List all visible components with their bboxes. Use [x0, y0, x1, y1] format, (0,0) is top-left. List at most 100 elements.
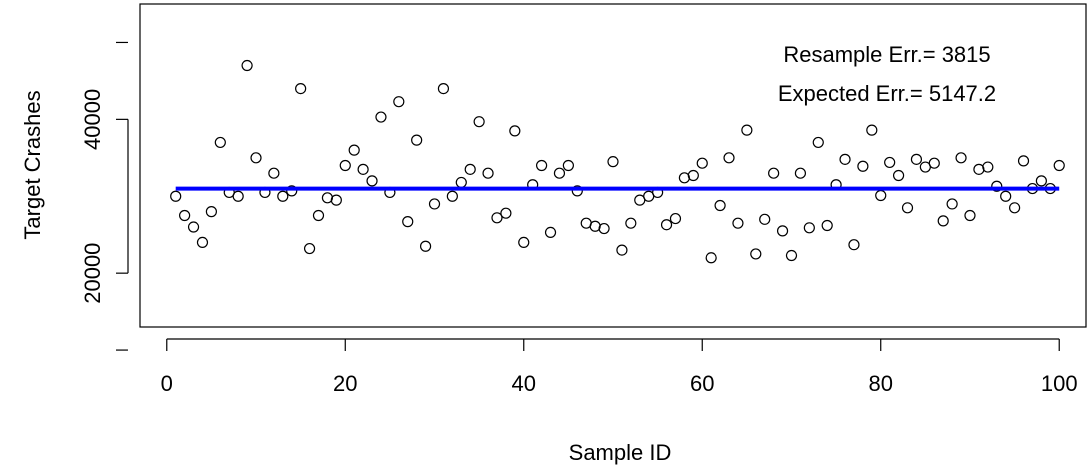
- y-tick-label: 20000: [80, 243, 105, 304]
- data-point: [491, 212, 503, 224]
- data-point: [268, 167, 280, 179]
- plot-frame: [139, 3, 1087, 328]
- data-point: [1000, 190, 1012, 202]
- data-point: [732, 217, 744, 229]
- annotation-resample-err: Resample Err.= 3815: [783, 42, 990, 67]
- data-point: [937, 215, 949, 227]
- data-point: [473, 116, 485, 128]
- data-point: [660, 219, 673, 231]
- x-axis-title: Sample ID: [569, 440, 672, 465]
- data-point: [366, 175, 378, 187]
- data-point: [214, 136, 226, 149]
- data-point: [857, 160, 869, 172]
- data-point: [821, 219, 833, 232]
- x-tick-label: 60: [690, 371, 714, 396]
- data-point: [393, 96, 405, 108]
- data-point: [785, 249, 798, 262]
- data-point: [1009, 202, 1021, 214]
- data-point: [848, 239, 860, 251]
- data-point: [839, 153, 851, 165]
- data-point: [669, 212, 682, 225]
- data-point: [946, 198, 958, 210]
- data-point: [892, 169, 905, 182]
- data-point: [794, 167, 807, 179]
- data-point: [991, 180, 1003, 192]
- data-point: [544, 226, 557, 239]
- data-point: [812, 136, 824, 149]
- data-point: [536, 159, 548, 172]
- data-point: [1017, 155, 1030, 167]
- data-point: [598, 222, 610, 235]
- data-point: [553, 167, 566, 179]
- data-point: [187, 221, 200, 233]
- data-point: [982, 161, 994, 173]
- data-point: [428, 198, 441, 210]
- data-point: [437, 82, 450, 95]
- data-point: [295, 82, 307, 95]
- x-tick-label: 0: [161, 371, 173, 396]
- y-axis: 20000 40000: [80, 41, 129, 351]
- data-point: [625, 217, 637, 229]
- data-point: [348, 144, 360, 156]
- data-point: [776, 225, 789, 237]
- data-point: [875, 189, 887, 202]
- data-point: [411, 134, 423, 146]
- data-point: [901, 202, 914, 214]
- y-tick-label: 40000: [80, 89, 105, 150]
- x-tick-label: 20: [333, 371, 357, 396]
- data-point: [768, 167, 780, 179]
- x-axis: 0 20 40 60 80 100: [161, 338, 1078, 396]
- data-point: [1035, 175, 1047, 187]
- data-point: [687, 169, 699, 182]
- data-point: [705, 252, 717, 264]
- data-point: [303, 242, 316, 255]
- data-point: [241, 59, 253, 72]
- data-point: [170, 190, 182, 202]
- data-point: [196, 236, 209, 249]
- data-point: [286, 185, 298, 197]
- data-point: [616, 244, 628, 256]
- data-point: [571, 185, 583, 197]
- data-point: [714, 199, 726, 212]
- data-point: [866, 124, 878, 136]
- data-point: [964, 209, 976, 222]
- annotation-expected-err: Expected Err.= 5147.2: [778, 81, 996, 106]
- data-point: [803, 222, 815, 234]
- data-point: [696, 157, 708, 169]
- data-point: [1053, 159, 1065, 172]
- data-point: [232, 190, 244, 202]
- data-point: [928, 157, 940, 169]
- data-point: [312, 209, 325, 222]
- data-point: [330, 194, 342, 206]
- data-point: [723, 152, 735, 164]
- data-point: [205, 206, 217, 218]
- data-point: [339, 159, 351, 172]
- data-point: [446, 190, 458, 202]
- data-point: [509, 125, 521, 137]
- data-point: [419, 240, 432, 252]
- data-point: [455, 176, 467, 189]
- data-point: [357, 163, 369, 175]
- data-point: [500, 207, 512, 219]
- data-point: [759, 213, 771, 225]
- data-point: [179, 209, 191, 222]
- data-point: [910, 153, 923, 165]
- data-point: [607, 156, 619, 168]
- x-tick-label: 40: [512, 371, 536, 396]
- data-point: [250, 152, 262, 164]
- data-point: [464, 163, 476, 175]
- data-point: [562, 159, 574, 172]
- data-point: [750, 248, 762, 260]
- data-point: [375, 111, 387, 123]
- data-point: [482, 167, 494, 179]
- x-tick-label: 80: [868, 371, 892, 396]
- data-point: [277, 190, 289, 202]
- data-point: [741, 124, 753, 136]
- data-point: [884, 156, 896, 169]
- y-axis-title: Target Crashes: [20, 90, 45, 239]
- data-point: [955, 152, 967, 164]
- data-point: [402, 216, 414, 228]
- x-tick-label: 100: [1041, 371, 1078, 396]
- data-point: [518, 236, 530, 249]
